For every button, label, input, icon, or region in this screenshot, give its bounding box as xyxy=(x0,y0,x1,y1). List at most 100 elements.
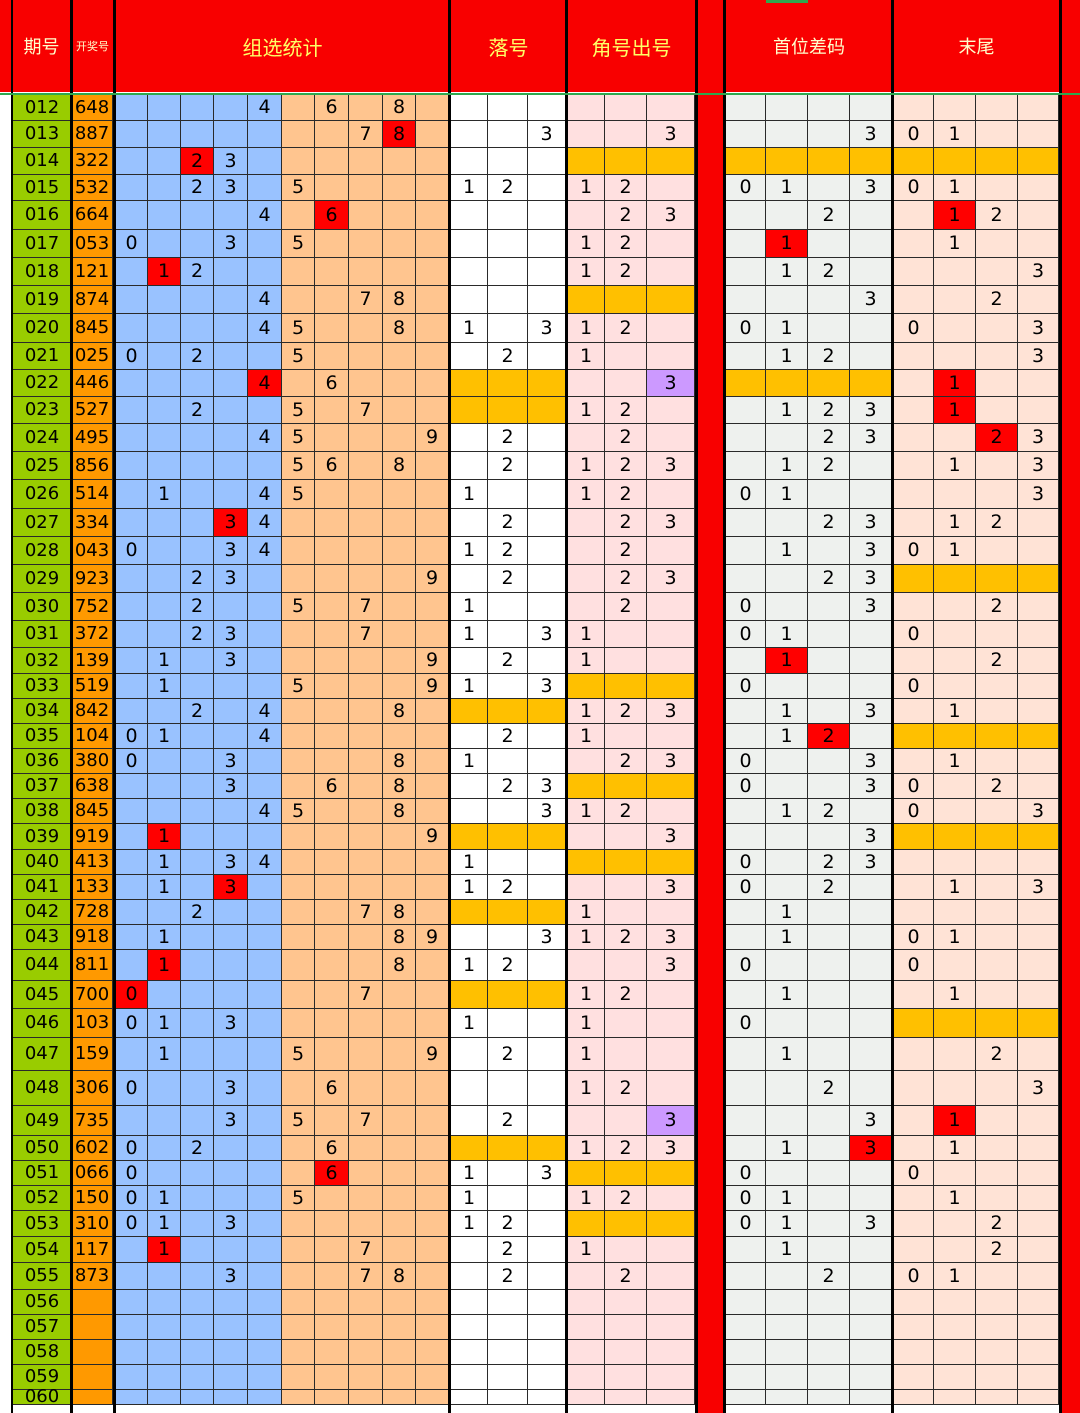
first-cell: 0 xyxy=(726,480,766,509)
draw-number-cell: 310 xyxy=(72,1211,113,1237)
corner-cell: 1 xyxy=(568,1071,605,1106)
corner-cell: 3 xyxy=(647,749,695,774)
first-cell xyxy=(726,1315,766,1340)
period-cell: 036 xyxy=(13,749,72,774)
group-cell xyxy=(416,509,449,537)
first-cell xyxy=(766,875,808,900)
period-cell: 040 xyxy=(13,850,72,875)
draw-number-cell: 066 xyxy=(72,1161,113,1186)
first-cell xyxy=(808,121,850,148)
first-cell xyxy=(766,850,808,875)
first-cell xyxy=(850,1340,892,1365)
tail-cell xyxy=(894,1237,934,1263)
drop-cell xyxy=(528,850,566,875)
group-cell xyxy=(181,121,214,148)
group-cell xyxy=(315,565,349,593)
first-cell: 0 xyxy=(726,314,766,343)
first-cell xyxy=(766,509,808,537)
group-cell xyxy=(349,799,383,824)
group-cell xyxy=(248,1390,282,1405)
group-cell: 1 xyxy=(148,824,181,850)
group-cell: 4 xyxy=(248,699,282,724)
group-cell xyxy=(116,1237,148,1263)
group-cell xyxy=(349,674,383,699)
group-cell xyxy=(148,749,181,774)
period-cell: 050 xyxy=(13,1136,72,1161)
group-cell xyxy=(282,370,315,397)
drop-cell xyxy=(528,175,566,201)
tail-cell xyxy=(1018,621,1059,648)
period-cell: 026 xyxy=(13,480,72,509)
group-cell xyxy=(282,1340,315,1365)
group-cell: 6 xyxy=(315,370,349,397)
group-cell xyxy=(181,674,214,699)
first-cell: 2 xyxy=(808,799,850,824)
first-cell xyxy=(726,201,766,230)
group-cell xyxy=(181,424,214,452)
first-cell xyxy=(850,230,892,258)
corner-cell xyxy=(568,424,605,452)
drop-cell: 3 xyxy=(528,674,566,699)
tail-cell: 2 xyxy=(976,1237,1018,1263)
group-cell xyxy=(416,875,449,900)
tail-cell xyxy=(1018,674,1059,699)
group-cell xyxy=(181,286,214,314)
group-cell: 7 xyxy=(349,981,383,1009)
first-cell xyxy=(726,699,766,724)
drop-cell xyxy=(451,565,488,593)
tail-cell xyxy=(976,1365,1018,1390)
tail-cell xyxy=(1018,749,1059,774)
corner-cell: 2 xyxy=(605,537,647,565)
drop-cell xyxy=(451,1290,488,1315)
first-cell: 2 xyxy=(808,1263,850,1290)
drop-cell xyxy=(451,1038,488,1071)
group-cell xyxy=(315,593,349,621)
group-cell xyxy=(214,1365,248,1390)
corner-cell xyxy=(647,981,695,1009)
corner-cell xyxy=(568,148,605,175)
tail-cell: 3 xyxy=(1018,424,1059,452)
group-cell xyxy=(383,981,416,1009)
header-divider-line xyxy=(0,93,1080,95)
first-cell xyxy=(766,1340,808,1365)
group-cell xyxy=(282,699,315,724)
group-cell xyxy=(148,621,181,648)
group-cell: 8 xyxy=(383,699,416,724)
first-cell: 3 xyxy=(850,1136,892,1161)
draw-number-cell: 664 xyxy=(72,201,113,230)
tail-cell xyxy=(894,1009,934,1038)
corner-cell xyxy=(605,648,647,674)
group-cell: 8 xyxy=(383,749,416,774)
period-cell: 054 xyxy=(13,1237,72,1263)
first-cell xyxy=(850,981,892,1009)
group-cell xyxy=(383,258,416,286)
group-cell: 5 xyxy=(282,397,315,424)
tail-cell xyxy=(894,900,934,925)
first-cell xyxy=(850,1009,892,1038)
first-cell: 3 xyxy=(850,593,892,621)
group-cell xyxy=(416,774,449,799)
tail-cell xyxy=(934,1161,976,1186)
drop-cell: 2 xyxy=(488,774,528,799)
drop-cell xyxy=(528,648,566,674)
tail-cell xyxy=(976,343,1018,370)
tail-cell xyxy=(934,1237,976,1263)
drop-cell xyxy=(451,724,488,749)
corner-cell xyxy=(647,537,695,565)
group-cell: 2 xyxy=(181,565,214,593)
first-cell xyxy=(766,593,808,621)
drop-cell xyxy=(528,1071,566,1106)
drop-cell xyxy=(528,749,566,774)
tail-cell xyxy=(1018,1136,1059,1161)
first-cell: 3 xyxy=(850,397,892,424)
column-divider xyxy=(565,0,568,1413)
drop-cell xyxy=(451,981,488,1009)
group-cell xyxy=(148,565,181,593)
period-cell: 020 xyxy=(13,314,72,343)
corner-cell: 1 xyxy=(568,175,605,201)
group-cell xyxy=(349,1211,383,1237)
period-cell: 033 xyxy=(13,674,72,699)
group-cell: 8 xyxy=(383,950,416,981)
drop-cell xyxy=(528,148,566,175)
corner-cell xyxy=(605,900,647,925)
